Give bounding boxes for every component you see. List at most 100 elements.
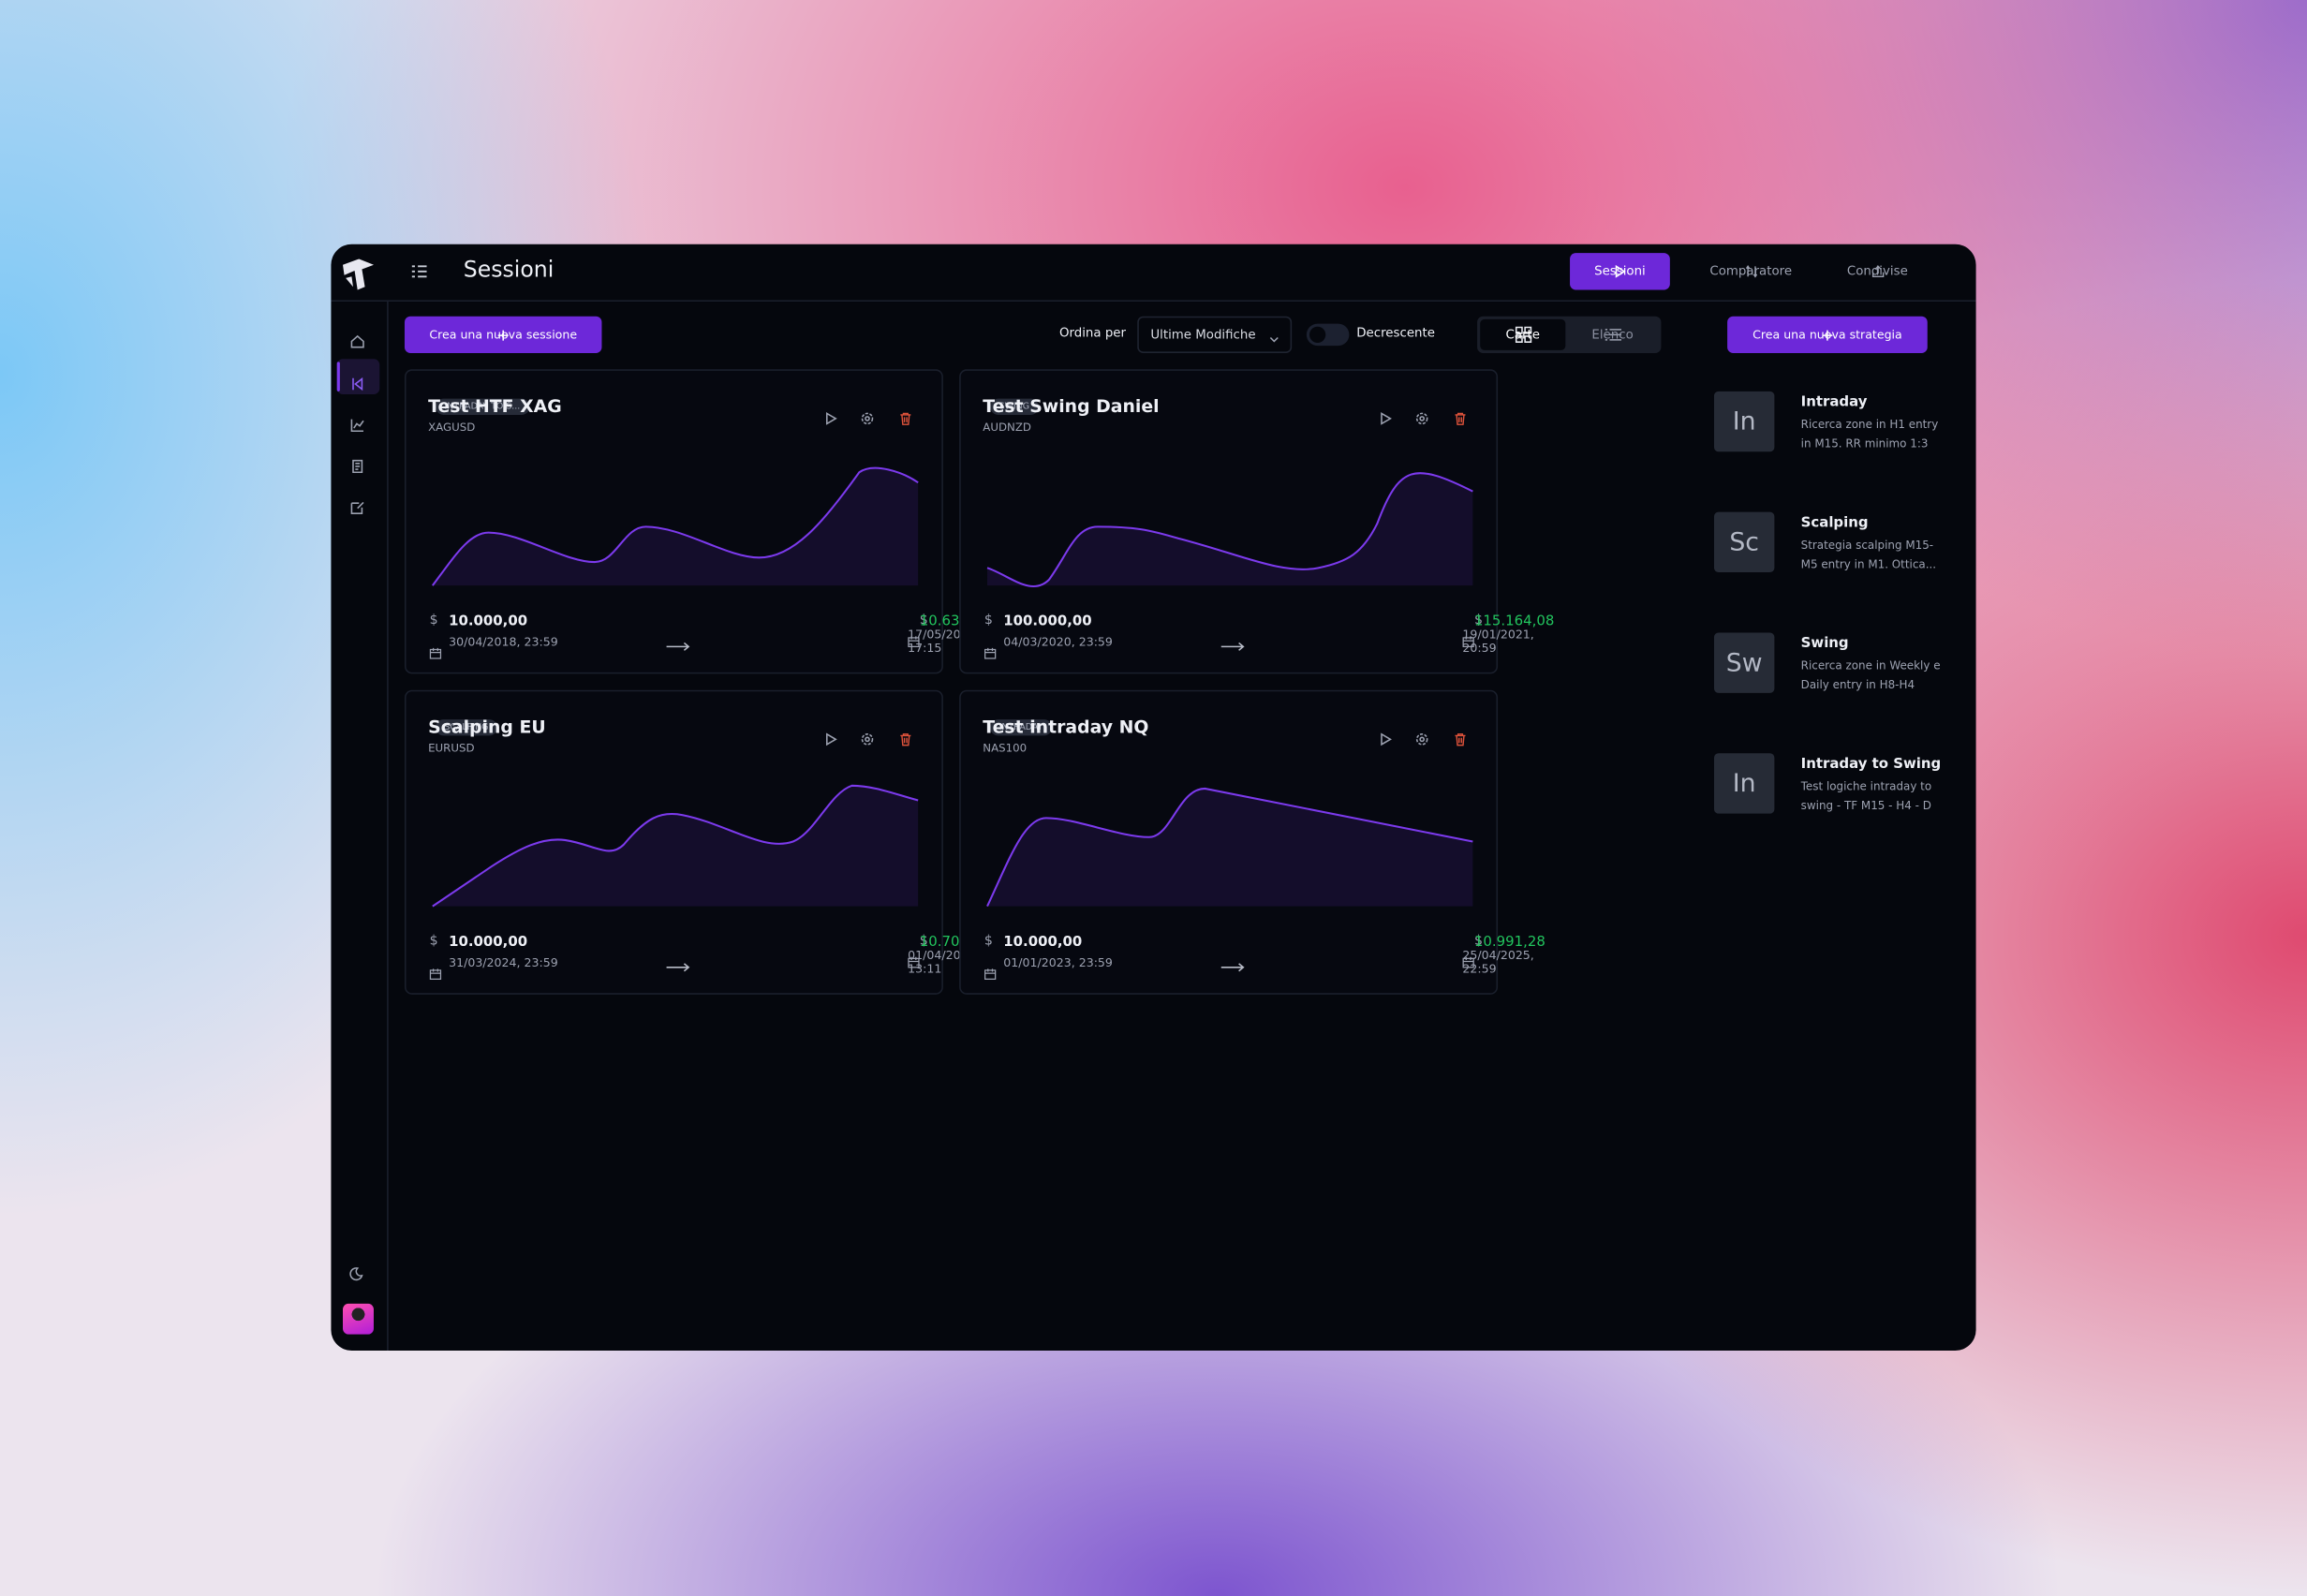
end-date: 25/04/2025, 22:59 bbox=[1462, 949, 1534, 976]
icon-shape bbox=[429, 968, 442, 980]
gear-button[interactable] bbox=[1415, 724, 1428, 746]
new-strategy-button[interactable]: Crea una nuova strategia bbox=[1727, 316, 1928, 353]
icon-shape bbox=[1381, 412, 1392, 425]
trash-button[interactable] bbox=[899, 403, 912, 425]
icon-shape bbox=[349, 1267, 363, 1281]
session-card[interactable]: Test HTF XAG INTRADAY TO S... XAGUSD $10.00… bbox=[404, 369, 991, 674]
strategy-item[interactable]: Sw Swing Ricerca zone in Weekly e Daily en… bbox=[1713, 632, 1976, 699]
session-title: Test HTF XAG INTRADAY TO S... bbox=[428, 396, 562, 417]
sort-select[interactable]: Ultime Modifiche bbox=[1137, 316, 1293, 353]
currency-symbol: $ bbox=[983, 934, 993, 950]
session-symbol: EURUSD bbox=[428, 741, 475, 755]
nav-tab[interactable]: Comparatore bbox=[1692, 253, 1810, 289]
icon-shape bbox=[1615, 264, 1626, 278]
button-label: Crea una nuova strategia bbox=[1752, 328, 1902, 342]
icon-shape bbox=[1455, 412, 1466, 425]
nav-icon[interactable] bbox=[350, 410, 365, 433]
session-card[interactable]: Test intraday NQ INTRADAY NAS100 $10.000,00… bbox=[959, 689, 1545, 995]
icon-shape bbox=[1463, 956, 1474, 963]
icon-shape bbox=[1463, 636, 1474, 642]
icon-shape bbox=[1415, 733, 1428, 746]
nav-tab[interactable]: Condivise bbox=[1829, 253, 1927, 289]
play-button[interactable] bbox=[824, 403, 837, 425]
icon-shape bbox=[352, 459, 363, 474]
currency-symbol: $ bbox=[983, 613, 993, 628]
icon-shape bbox=[497, 329, 509, 340]
nav-icon[interactable] bbox=[350, 493, 365, 514]
menu-icon[interactable] bbox=[411, 265, 427, 278]
strategy-item[interactable]: Sc Scalping Strategia scalping M15-M5 entr… bbox=[1713, 511, 1976, 579]
strategy-item[interactable]: In Intraday Ricerca zone in H1 entry in M1… bbox=[1713, 391, 1976, 458]
icon-shape bbox=[986, 787, 1473, 908]
icon-shape bbox=[429, 647, 442, 659]
icon-shape bbox=[986, 787, 1473, 908]
end-date-row: 17/05/2018, 17:15 bbox=[908, 628, 979, 655]
icon-shape bbox=[342, 259, 374, 290]
play-button[interactable] bbox=[1379, 403, 1392, 425]
icon-shape bbox=[431, 466, 919, 586]
session-card[interactable]: Scalping EU SCALPING EURUSD $10.000,00 31/03… bbox=[404, 689, 991, 995]
icon-shape bbox=[984, 648, 997, 659]
equity-sparkline bbox=[986, 465, 1473, 587]
currency-symbol: $ bbox=[1473, 934, 1483, 950]
equity-sparkline bbox=[431, 465, 919, 586]
icon-shape bbox=[1822, 329, 1833, 340]
icon-shape bbox=[1415, 733, 1428, 746]
trash-button[interactable] bbox=[899, 724, 912, 746]
icon-shape bbox=[666, 642, 690, 651]
view-option[interactable]: Carte bbox=[1480, 318, 1566, 350]
icon-shape bbox=[1381, 732, 1392, 746]
icon-shape bbox=[984, 969, 997, 980]
play-button[interactable] bbox=[1379, 724, 1392, 746]
strategy-name: Intraday bbox=[1800, 393, 1868, 411]
strategy-item[interactable]: In Intraday to Swing Test logiche intraday… bbox=[1713, 753, 1976, 820]
gear-button[interactable] bbox=[1415, 403, 1428, 425]
currency-symbol: $ bbox=[919, 613, 928, 628]
nav-tab[interactable]: Sessioni bbox=[1570, 253, 1670, 290]
view-option[interactable]: Elenco bbox=[1568, 319, 1656, 350]
icon-shape bbox=[984, 647, 996, 654]
nav-icon[interactable] bbox=[350, 451, 365, 474]
new-session-button[interactable]: Crea una nuova sessione bbox=[404, 316, 602, 353]
trash-button[interactable] bbox=[1454, 724, 1467, 746]
view-switch: Carte Elenco bbox=[1477, 316, 1662, 353]
icon-shape bbox=[349, 1267, 363, 1281]
icon-shape bbox=[908, 636, 919, 642]
user-avatar[interactable] bbox=[342, 1303, 374, 1335]
icon-shape bbox=[430, 647, 441, 654]
start-balance: 10.000,00 bbox=[449, 934, 528, 951]
session-tag: INTRADAY bbox=[990, 719, 1052, 736]
session-name: Test HTF XAG bbox=[428, 395, 562, 417]
icon-shape bbox=[350, 334, 364, 348]
logo bbox=[342, 259, 374, 290]
nav-icon[interactable] bbox=[350, 369, 365, 392]
strategy-description: Ricerca zone in Weekly e Daily entry in … bbox=[1800, 658, 1941, 692]
gear-button[interactable] bbox=[861, 724, 874, 746]
calendar-icon bbox=[429, 637, 442, 659]
order-toggle[interactable] bbox=[1306, 323, 1350, 347]
play-button[interactable] bbox=[824, 724, 837, 746]
icon-shape bbox=[1462, 636, 1474, 647]
icon-shape bbox=[666, 963, 690, 972]
theme-toggle[interactable] bbox=[348, 1260, 363, 1281]
icon-shape bbox=[350, 501, 364, 514]
nav-icon[interactable] bbox=[350, 327, 365, 348]
end-balance: 115.164,08 bbox=[1473, 613, 1555, 630]
calendar-icon bbox=[984, 958, 997, 980]
icon-shape bbox=[986, 472, 1473, 587]
icon-shape bbox=[432, 785, 919, 907]
session-title: Scalping EU SCALPING bbox=[428, 717, 546, 737]
currency-symbol: $ bbox=[919, 934, 928, 950]
icon-shape bbox=[900, 733, 911, 746]
session-card[interactable]: Test Swing Daniel SWING AUDNZD $100.000,00 0… bbox=[959, 369, 1554, 674]
arrow-icon bbox=[1220, 951, 1245, 979]
order-label: Decrescente bbox=[1356, 326, 1435, 342]
icon-shape bbox=[1604, 329, 1621, 341]
end-date: 19/01/2021, 20:59 bbox=[1462, 628, 1534, 656]
icon-shape bbox=[666, 963, 690, 972]
start-balance: 10.000,00 bbox=[449, 613, 528, 630]
trash-button[interactable] bbox=[1454, 403, 1467, 425]
gear-button[interactable] bbox=[861, 403, 874, 425]
strategy-avatar: In bbox=[1713, 753, 1775, 814]
